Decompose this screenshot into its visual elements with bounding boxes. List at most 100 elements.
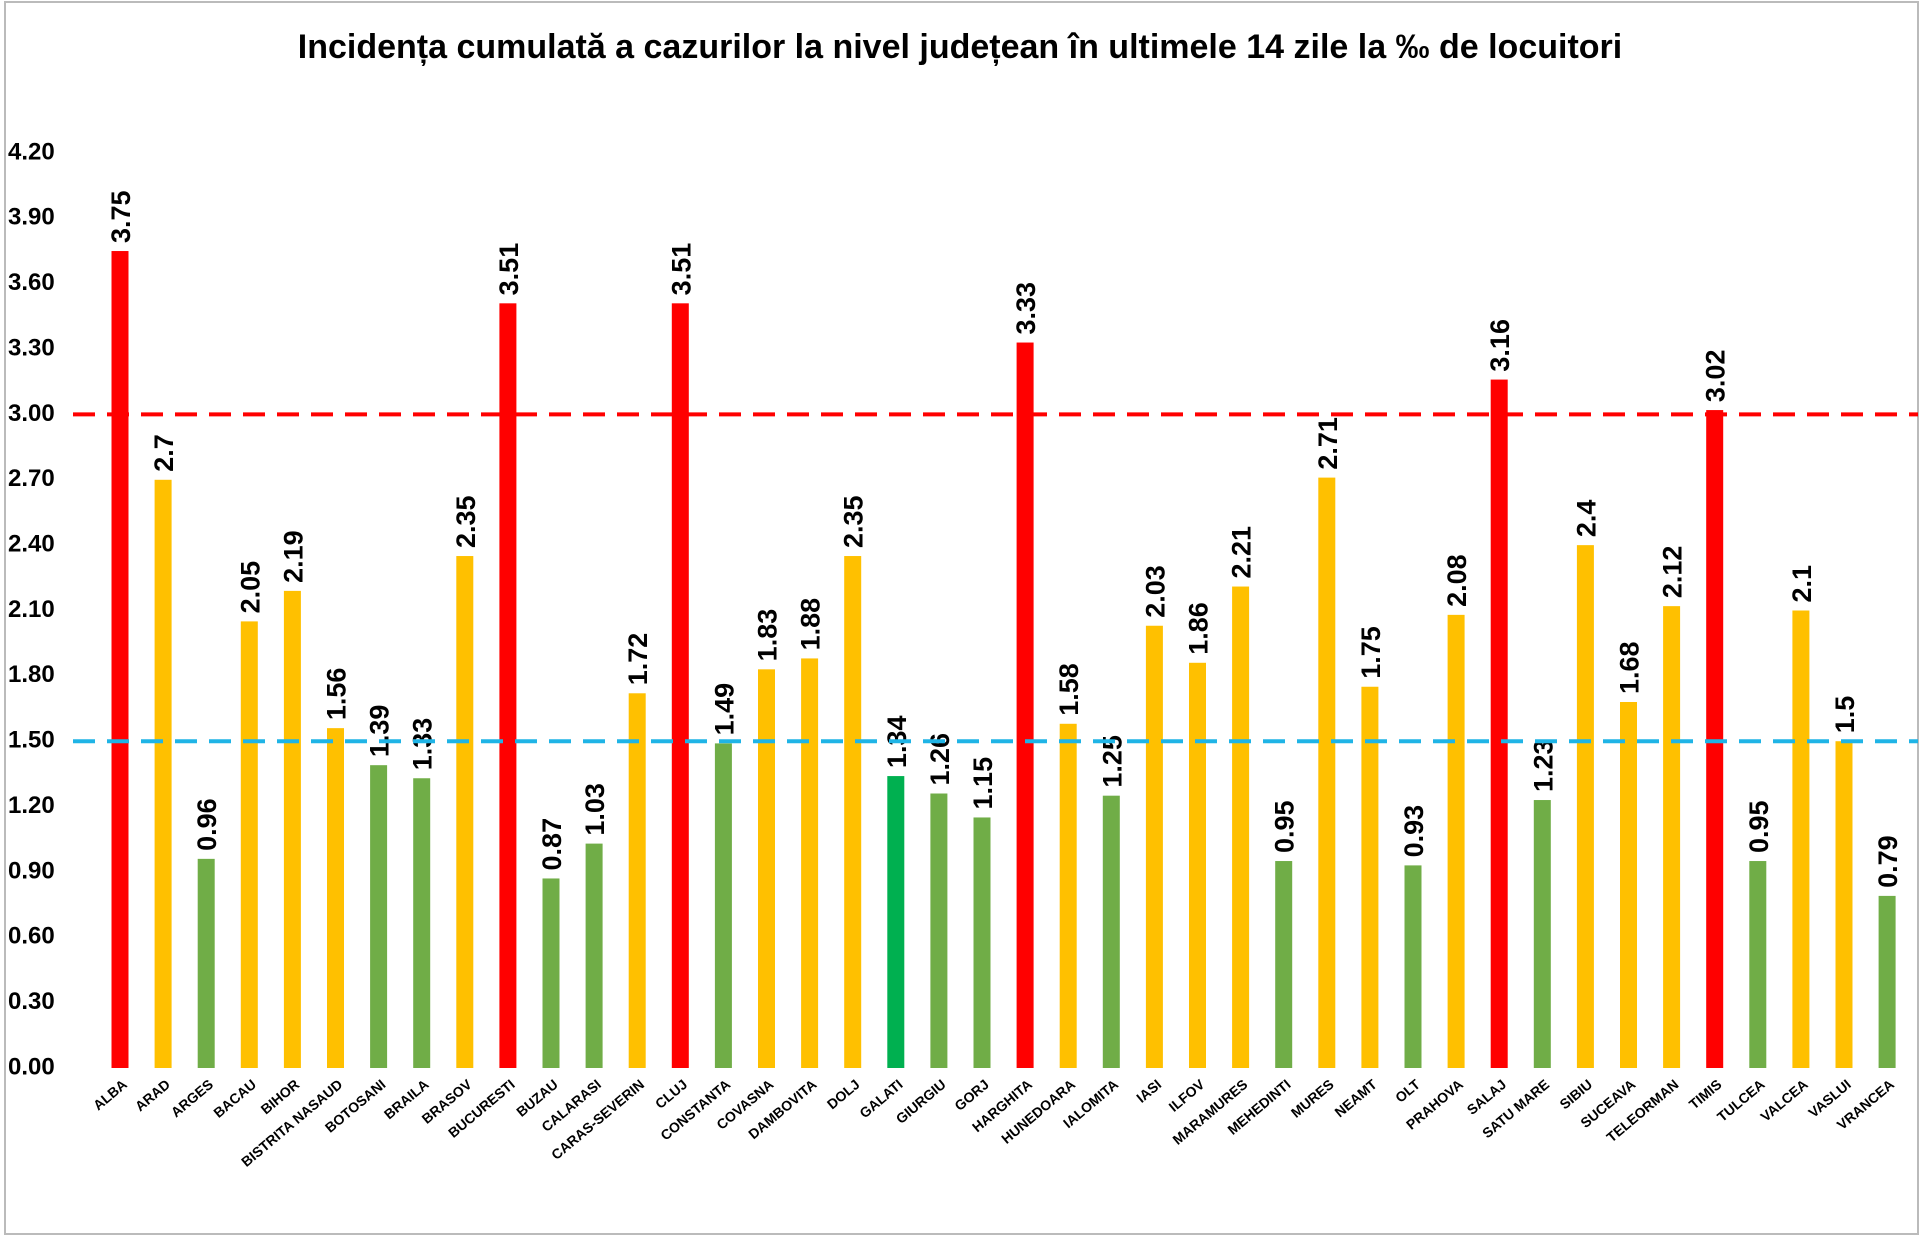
x-tick-label: HUNEDOARA — [998, 1076, 1078, 1147]
x-tick-label: CLUJ — [652, 1076, 690, 1112]
value-label: 2.08 — [1442, 554, 1472, 607]
bar — [1318, 477, 1336, 1068]
y-tick-label: 3.60 — [8, 269, 55, 296]
value-label: 0.96 — [192, 798, 222, 851]
bar — [111, 251, 129, 1069]
x-tick-label: MARAMURES — [1169, 1076, 1250, 1148]
value-label: 2.7 — [149, 434, 179, 472]
value-label: 1.15 — [968, 757, 998, 810]
bar — [197, 858, 215, 1068]
bar — [1576, 545, 1594, 1068]
y-tick-label: 0.30 — [8, 988, 55, 1015]
bar — [758, 669, 775, 1068]
bar — [327, 728, 344, 1068]
bar — [628, 693, 646, 1068]
bar — [1533, 800, 1551, 1068]
value-label: 2.35 — [839, 495, 869, 548]
value-label: 3.02 — [1701, 350, 1731, 403]
bar — [585, 843, 603, 1068]
bar — [1447, 614, 1465, 1068]
x-tick-label: ALBA — [90, 1076, 130, 1113]
value-label: 3.75 — [106, 190, 136, 243]
y-tick-label: 0.00 — [8, 1053, 55, 1080]
bar — [1835, 741, 1853, 1068]
value-label: 3.16 — [1485, 319, 1515, 372]
bar — [887, 776, 905, 1068]
value-label: 3.51 — [666, 243, 696, 296]
value-label: 1.5 — [1830, 696, 1860, 734]
x-tick-label: IASI — [1133, 1076, 1164, 1106]
bar — [671, 303, 689, 1069]
value-label: 0.95 — [1744, 800, 1774, 853]
bar — [283, 590, 301, 1068]
y-tick-label: 2.40 — [8, 530, 55, 557]
x-tick-label: MURES — [1288, 1076, 1337, 1121]
value-label: 1.39 — [365, 705, 395, 758]
bar — [542, 878, 560, 1068]
bar — [413, 778, 431, 1068]
y-tick-label: 0.90 — [8, 857, 55, 884]
bar — [930, 793, 948, 1068]
value-label: 1.86 — [1184, 602, 1214, 655]
bar — [240, 621, 258, 1068]
x-tick-label: TIMIS — [1686, 1076, 1725, 1112]
value-label: 1.72 — [623, 633, 653, 686]
value-label: 2.71 — [1313, 417, 1343, 470]
bar — [1361, 686, 1379, 1068]
bar — [1232, 586, 1250, 1068]
value-label: 3.33 — [1011, 282, 1041, 335]
y-tick-label: 2.70 — [8, 465, 55, 492]
value-label: 2.1 — [1787, 565, 1817, 603]
value-label: 2.19 — [278, 530, 308, 583]
value-label: 0.87 — [537, 818, 567, 871]
value-label: 1.88 — [796, 598, 826, 651]
value-label: 0.95 — [1270, 800, 1300, 853]
value-label: 0.79 — [1873, 835, 1903, 888]
chart-frame — [4, 1, 1919, 1235]
bar — [1663, 606, 1681, 1068]
bar — [1490, 379, 1508, 1069]
value-label: 2.03 — [1140, 565, 1170, 618]
x-tick-label: TULCEA — [1714, 1076, 1768, 1125]
bar — [154, 479, 172, 1068]
value-label: 2.12 — [1658, 546, 1688, 599]
y-tick-label: 3.90 — [8, 204, 55, 231]
bar — [1189, 662, 1206, 1068]
value-label: 2.35 — [451, 495, 481, 548]
bar — [714, 743, 732, 1068]
y-tick-label: 0.60 — [8, 923, 55, 950]
y-tick-label: 1.50 — [8, 727, 55, 754]
bar — [370, 765, 388, 1068]
value-label: 1.33 — [408, 718, 438, 771]
bar — [1145, 625, 1163, 1068]
x-tick-label: NEAMT — [1331, 1076, 1380, 1121]
value-label: 1.03 — [580, 783, 610, 836]
x-tick-label: OLT — [1392, 1076, 1423, 1106]
value-label: 1.25 — [1097, 735, 1127, 788]
value-label: 1.75 — [1356, 626, 1386, 679]
value-label: 2.21 — [1227, 526, 1257, 579]
bar — [844, 556, 862, 1068]
bar — [1792, 610, 1810, 1068]
y-tick-label: 3.30 — [8, 334, 55, 361]
bar — [456, 556, 474, 1068]
bar — [1620, 702, 1637, 1068]
bar — [973, 817, 991, 1068]
value-label: 0.93 — [1399, 805, 1429, 858]
y-tick-label: 3.00 — [8, 400, 55, 427]
value-label: 1.68 — [1615, 641, 1645, 694]
y-tick-label: 1.20 — [8, 792, 55, 819]
value-label: 1.58 — [1054, 663, 1084, 716]
bar — [1878, 895, 1896, 1068]
bar — [1706, 410, 1724, 1069]
chart-title: Incidența cumulată a cazurilor la nivel … — [298, 28, 1622, 66]
value-label: 1.49 — [709, 683, 739, 736]
bar — [1275, 861, 1293, 1068]
x-tick-label: ARGES — [168, 1076, 216, 1120]
bar — [1016, 342, 1034, 1068]
value-label: 3.51 — [494, 243, 524, 296]
bar — [1404, 865, 1422, 1068]
value-label: 1.23 — [1528, 739, 1558, 792]
